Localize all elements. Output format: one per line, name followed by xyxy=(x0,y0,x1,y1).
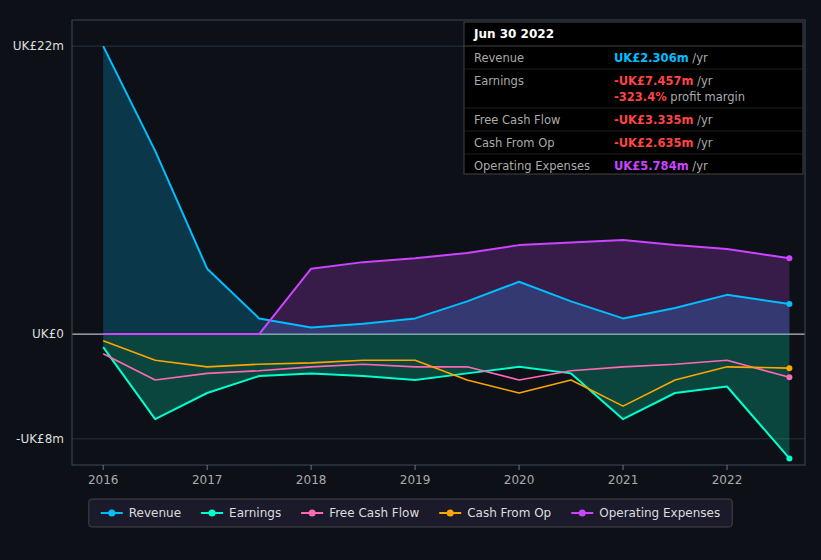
x-tick-label: 2016 xyxy=(88,473,119,487)
x-tick xyxy=(103,465,104,470)
legend: Revenue Earnings Free Cash Flow Cash From O… xyxy=(89,499,732,527)
info-value: -UK£3.335m /yr xyxy=(614,113,713,127)
area xyxy=(103,46,789,334)
end-dot xyxy=(786,255,792,261)
legend-label: Revenue xyxy=(129,506,181,520)
background xyxy=(0,0,821,560)
info-label: Earnings xyxy=(474,74,524,88)
chart: -UK£8m UK£0 UK£22m 2016 2017 2018 2019 2020 2021… xyxy=(0,0,821,560)
x-tick-label: 2021 xyxy=(608,473,639,487)
grid-line xyxy=(72,438,805,439)
line xyxy=(103,347,789,458)
y-tick-label: UK£0 xyxy=(32,327,64,341)
info-suffix: /yr xyxy=(693,74,712,88)
x-tick-label: 2022 xyxy=(712,473,743,487)
x-tick-label: 2018 xyxy=(296,473,327,487)
plot-frame xyxy=(72,20,805,465)
legend-items: Revenue Earnings Free Cash Flow Cash From O… xyxy=(101,506,720,520)
legend-swatch-dot xyxy=(108,510,115,517)
y-tick-label: UK£22m xyxy=(13,39,64,53)
info-value: UK£5.784m /yr xyxy=(614,159,708,173)
x-tick xyxy=(207,465,208,470)
info-value-text: UK£5.784m xyxy=(614,159,689,173)
info-value-text: -UK£7.457m xyxy=(614,74,693,88)
legend-item: Cash From Op xyxy=(439,506,551,520)
legend-label: Free Cash Flow xyxy=(329,506,419,520)
x-tick xyxy=(415,465,416,470)
legend-item: Free Cash Flow xyxy=(301,506,419,520)
info-suffix: /yr xyxy=(689,51,708,65)
legend-label: Cash From Op xyxy=(467,506,551,520)
x-tick-label: 2017 xyxy=(192,473,223,487)
info-label: Free Cash Flow xyxy=(474,113,560,127)
info-suffix: /yr xyxy=(693,113,712,127)
info-box-frame xyxy=(464,22,803,174)
line xyxy=(103,341,789,406)
x-tick xyxy=(623,465,624,470)
area xyxy=(103,240,789,334)
info-value-text: UK£2.306m xyxy=(614,51,689,65)
legend-item: Operating Expenses xyxy=(571,506,720,520)
info-separator xyxy=(464,108,803,109)
info-box: Jun 30 2022 Revenue UK£2.306m /yr Earnings -… xyxy=(464,22,803,174)
x-tick xyxy=(727,465,728,470)
info-value-text: -UK£3.335m xyxy=(614,113,693,127)
info-value: -UK£7.457m /yr xyxy=(614,74,713,88)
info-separator xyxy=(464,69,803,70)
x-tick xyxy=(311,465,312,470)
y-tick-label: -UK£8m xyxy=(16,432,64,446)
legend-swatch-dot xyxy=(579,510,586,517)
legend-label: Operating Expenses xyxy=(599,506,720,520)
legend-swatch-dot xyxy=(209,510,216,517)
legend-item: Revenue xyxy=(101,506,181,520)
legend-swatch-dot xyxy=(309,510,316,517)
x-tick-label: 2020 xyxy=(504,473,535,487)
info-label: Cash From Op xyxy=(474,136,555,150)
info-value: -UK£2.635m /yr xyxy=(614,136,713,150)
end-dot xyxy=(786,365,792,371)
end-dot xyxy=(786,301,792,307)
legend-label: Earnings xyxy=(229,506,281,520)
info-suffix: profit margin xyxy=(667,90,745,104)
info-title: Jun 30 2022 xyxy=(473,27,554,41)
end-dot xyxy=(786,455,792,461)
x-tick-label: 2019 xyxy=(400,473,431,487)
legend-swatch-dot xyxy=(447,510,454,517)
legend-item: Earnings xyxy=(201,506,281,520)
info-separator xyxy=(464,46,803,47)
info-suffix: /yr xyxy=(689,159,708,173)
info-value-text: -323.4% xyxy=(614,90,667,104)
info-value: -323.4% profit margin xyxy=(614,90,745,104)
info-suffix: /yr xyxy=(693,136,712,150)
info-separator xyxy=(464,131,803,132)
x-tick xyxy=(519,465,520,470)
info-separator xyxy=(464,154,803,155)
area xyxy=(103,334,789,458)
legend-frame xyxy=(89,499,732,527)
info-label: Operating Expenses xyxy=(474,159,590,173)
info-label: Revenue xyxy=(474,51,524,65)
info-value-text: -UK£2.635m xyxy=(614,136,693,150)
info-value: UK£2.306m /yr xyxy=(614,51,708,65)
end-dot xyxy=(786,374,792,380)
line xyxy=(103,240,789,334)
